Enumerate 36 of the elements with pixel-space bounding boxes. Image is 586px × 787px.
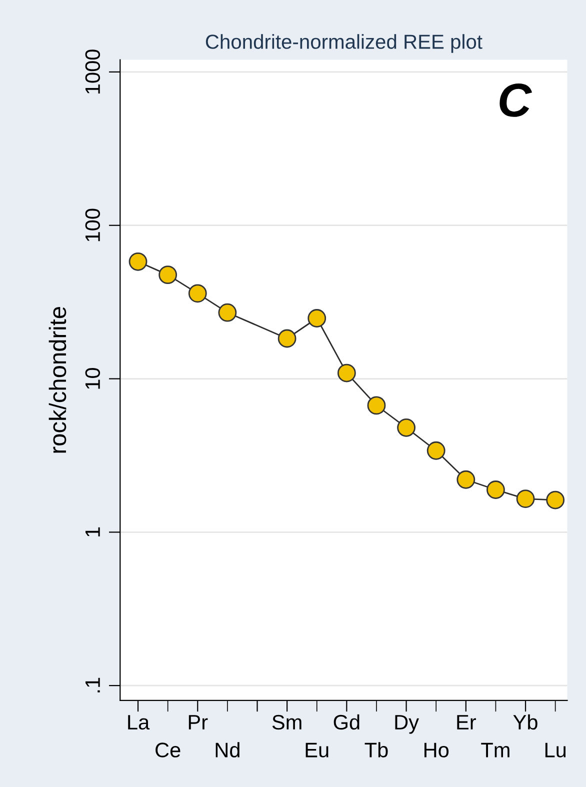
x-tick-label: Ce [156,742,180,758]
point [426,441,446,460]
point [308,309,326,328]
x-tick-label: Eu [306,742,328,758]
x-tick-label: Dy [395,715,419,734]
x-tick-label: Er [457,715,476,730]
point [337,364,356,382]
x-tick-label: Gd [334,714,360,730]
point [397,418,416,437]
point [128,252,148,271]
x-tick-label: Lu [545,742,566,758]
x-tick-label: Sm [272,714,302,730]
x-tick-label: La [128,715,150,730]
x-tick-label: Yb [513,714,538,730]
point [278,329,296,348]
point [516,490,535,508]
y-tick-label: 1000 [85,50,100,94]
point [158,266,178,284]
y-tick-label: 10 [85,368,100,389]
y-axis-title: rock/chondrite [48,307,66,453]
x-tick-label: Tb [364,742,388,758]
point [456,470,476,489]
point [218,303,237,322]
point [188,284,207,303]
x-tick-label: Ho [424,742,449,758]
y-tick-label: .1 [86,678,100,692]
point [486,480,505,499]
x-tick-label: Nd [216,742,240,758]
x-tick-label: Tm [481,742,510,758]
x-tick-label: Pr [188,715,208,730]
y-tick-label: 1 [86,527,100,536]
point [546,490,565,510]
point [367,396,386,415]
chart-title: Chondrite-normalized REE plot [206,34,482,53]
annotation: C [500,83,532,117]
y-tick-label: 100 [85,208,100,242]
